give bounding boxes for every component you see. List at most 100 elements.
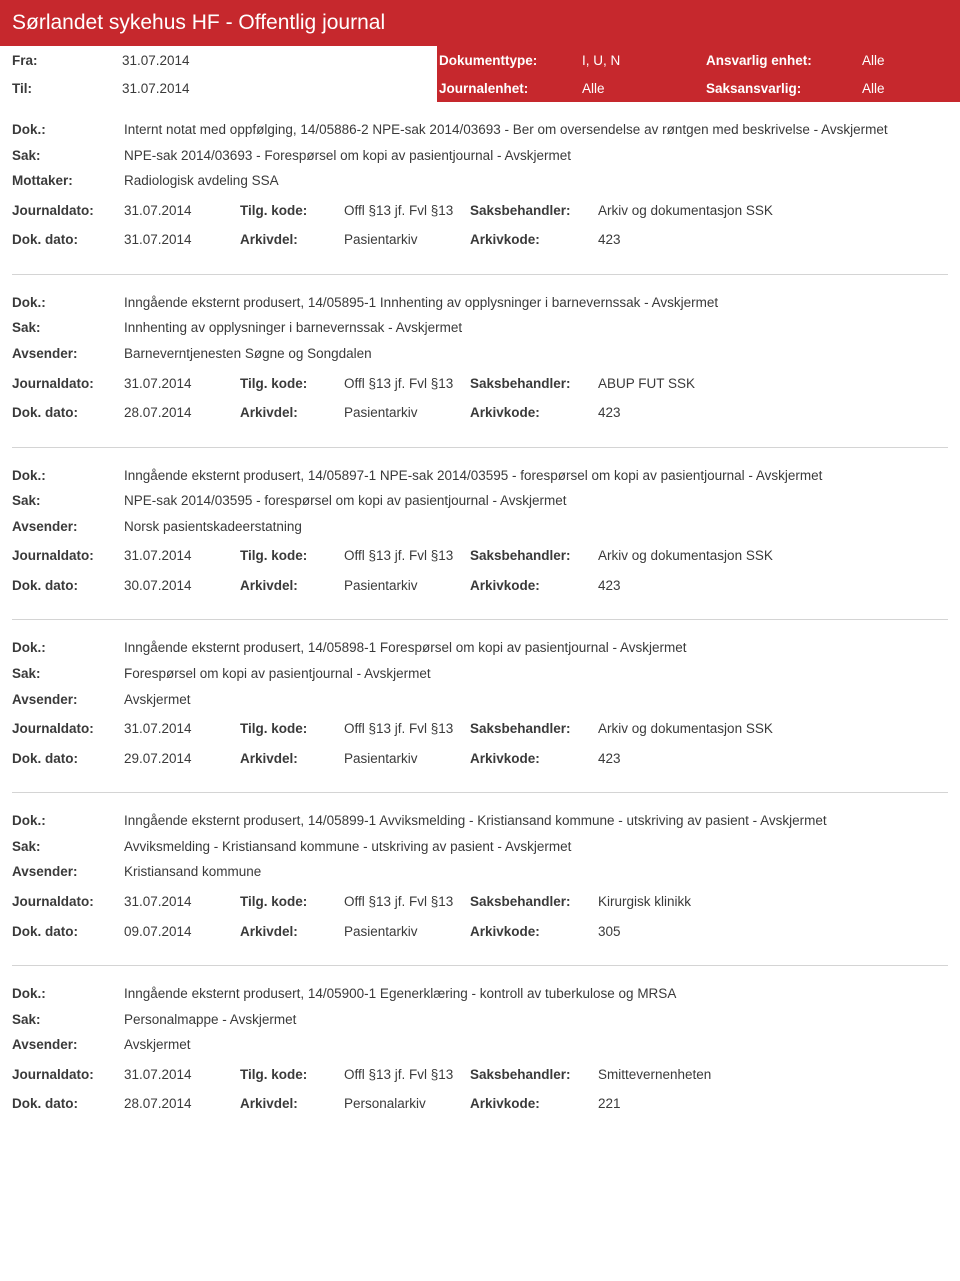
dok-value: Inngående eksternt produsert, 14/05899-1…: [124, 811, 948, 831]
tilgkode-value: Offl §13 jf. Fvl §13: [344, 721, 470, 736]
journal-entry: Dok.: Inngående eksternt produsert, 14/0…: [0, 793, 960, 966]
tilgkode-label: Tilg. kode:: [240, 374, 344, 394]
arkivdel-label: Arkivdel:: [240, 576, 344, 596]
journaldato-value: 31.07.2014: [124, 894, 240, 909]
dokdato-value: 28.07.2014: [124, 405, 240, 420]
journaldato-label: Journaldato:: [12, 374, 124, 394]
journaldato-value: 31.07.2014: [124, 376, 240, 391]
dokdato-label: Dok. dato:: [12, 922, 124, 942]
dokdato-value: 28.07.2014: [124, 1096, 240, 1111]
journaldato-value: 31.07.2014: [124, 721, 240, 736]
dok-value: Internt notat med oppfølging, 14/05886-2…: [124, 120, 948, 140]
tilgkode-value: Offl §13 jf. Fvl §13: [344, 548, 470, 563]
saksansvarlig-label: Saksansvarlig:: [702, 81, 862, 96]
arkivdel-value: Personalarkiv: [344, 1096, 470, 1111]
arkivkode-value: 221: [598, 1096, 948, 1111]
arkivdel-label: Arkivdel:: [240, 922, 344, 942]
dok-label: Dok.:: [12, 811, 124, 831]
arkivkode-value: 423: [598, 405, 948, 420]
filter-row-1: Fra: 31.07.2014 Dokumenttype: I, U, N An…: [0, 46, 960, 74]
journaldato-label: Journaldato:: [12, 546, 124, 566]
til-label: Til:: [12, 81, 122, 96]
party-value: Avskjermet: [124, 1035, 948, 1055]
til-value: 31.07.2014: [122, 81, 190, 96]
dok-value: Inngående eksternt produsert, 14/05897-1…: [124, 466, 948, 486]
filter-row-2: Til: 31.07.2014 Journalenhet: Alle Saksa…: [0, 74, 960, 102]
entries-container: Dok.: Internt notat med oppfølging, 14/0…: [0, 102, 960, 1114]
journaldato-label: Journaldato:: [12, 892, 124, 912]
dok-label: Dok.:: [12, 984, 124, 1004]
dok-label: Dok.:: [12, 466, 124, 486]
journalenhet-value: Alle: [582, 81, 702, 96]
dok-label: Dok.:: [12, 293, 124, 313]
tilgkode-value: Offl §13 jf. Fvl §13: [344, 1067, 470, 1082]
party-value: Barneverntjenesten Søgne og Songdalen: [124, 344, 948, 364]
party-value: Avskjermet: [124, 690, 948, 710]
journaldato-value: 31.07.2014: [124, 203, 240, 218]
journal-entry: Dok.: Inngående eksternt produsert, 14/0…: [0, 275, 960, 448]
dokdato-value: 09.07.2014: [124, 924, 240, 939]
party-label: Mottaker:: [12, 171, 124, 191]
saksbehandler-value: Arkiv og dokumentasjon SSK: [598, 203, 948, 218]
party-value: Kristiansand kommune: [124, 862, 948, 882]
dok-label: Dok.:: [12, 638, 124, 658]
tilgkode-label: Tilg. kode:: [240, 546, 344, 566]
tilgkode-value: Offl §13 jf. Fvl §13: [344, 203, 470, 218]
tilgkode-label: Tilg. kode:: [240, 719, 344, 739]
journal-entry: Dok.: Inngående eksternt produsert, 14/0…: [0, 966, 960, 1114]
dokdato-label: Dok. dato:: [12, 403, 124, 423]
dokumenttype-value: I, U, N: [582, 53, 702, 68]
sak-label: Sak:: [12, 146, 124, 166]
saksbehandler-value: Smittevernenheten: [598, 1067, 948, 1082]
arkivkode-label: Arkivkode:: [470, 230, 598, 250]
page-header: Sørlandet sykehus HF - Offentlig journal: [0, 0, 960, 46]
dokumenttype-label: Dokumenttype:: [437, 53, 582, 68]
tilgkode-label: Tilg. kode:: [240, 201, 344, 221]
sak-label: Sak:: [12, 318, 124, 338]
arkivdel-value: Pasientarkiv: [344, 578, 470, 593]
arkivkode-label: Arkivkode:: [470, 922, 598, 942]
journaldato-label: Journaldato:: [12, 201, 124, 221]
sak-label: Sak:: [12, 837, 124, 857]
saksbehandler-label: Saksbehandler:: [470, 546, 598, 566]
arkivdel-value: Pasientarkiv: [344, 405, 470, 420]
party-value: Radiologisk avdeling SSA: [124, 171, 948, 191]
dokdato-label: Dok. dato:: [12, 230, 124, 250]
saksansvarlig-value: Alle: [862, 81, 885, 96]
dokdato-label: Dok. dato:: [12, 749, 124, 769]
arkivdel-label: Arkivdel:: [240, 749, 344, 769]
journaldato-value: 31.07.2014: [124, 548, 240, 563]
journal-entry: Dok.: Inngående eksternt produsert, 14/0…: [0, 620, 960, 793]
sak-value: Personalmappe - Avskjermet: [124, 1010, 948, 1030]
dok-value: Inngående eksternt produsert, 14/05900-1…: [124, 984, 948, 1004]
tilgkode-value: Offl §13 jf. Fvl §13: [344, 376, 470, 391]
journaldato-label: Journaldato:: [12, 1065, 124, 1085]
sak-value: NPE-sak 2014/03693 - Forespørsel om kopi…: [124, 146, 948, 166]
saksbehandler-label: Saksbehandler:: [470, 374, 598, 394]
dok-value: Inngående eksternt produsert, 14/05898-1…: [124, 638, 948, 658]
sak-label: Sak:: [12, 1010, 124, 1030]
journaldato-value: 31.07.2014: [124, 1067, 240, 1082]
saksbehandler-label: Saksbehandler:: [470, 1065, 598, 1085]
arkivkode-label: Arkivkode:: [470, 749, 598, 769]
tilgkode-value: Offl §13 jf. Fvl §13: [344, 894, 470, 909]
party-label: Avsender:: [12, 862, 124, 882]
party-label: Avsender:: [12, 1035, 124, 1055]
sak-value: Forespørsel om kopi av pasientjournal - …: [124, 664, 948, 684]
arkivdel-value: Pasientarkiv: [344, 751, 470, 766]
saksbehandler-value: Kirurgisk klinikk: [598, 894, 948, 909]
fra-label: Fra:: [12, 53, 122, 68]
party-label: Avsender:: [12, 517, 124, 537]
sak-label: Sak:: [12, 491, 124, 511]
dok-value: Inngående eksternt produsert, 14/05895-1…: [124, 293, 948, 313]
arkivkode-label: Arkivkode:: [470, 1094, 598, 1114]
arkivkode-value: 423: [598, 751, 948, 766]
arkivkode-label: Arkivkode:: [470, 576, 598, 596]
sak-value: NPE-sak 2014/03595 - forespørsel om kopi…: [124, 491, 948, 511]
dokdato-value: 29.07.2014: [124, 751, 240, 766]
arkivdel-label: Arkivdel:: [240, 230, 344, 250]
dokdato-label: Dok. dato:: [12, 576, 124, 596]
page-title: Sørlandet sykehus HF - Offentlig journal: [12, 11, 385, 34]
dokdato-value: 30.07.2014: [124, 578, 240, 593]
party-label: Avsender:: [12, 344, 124, 364]
